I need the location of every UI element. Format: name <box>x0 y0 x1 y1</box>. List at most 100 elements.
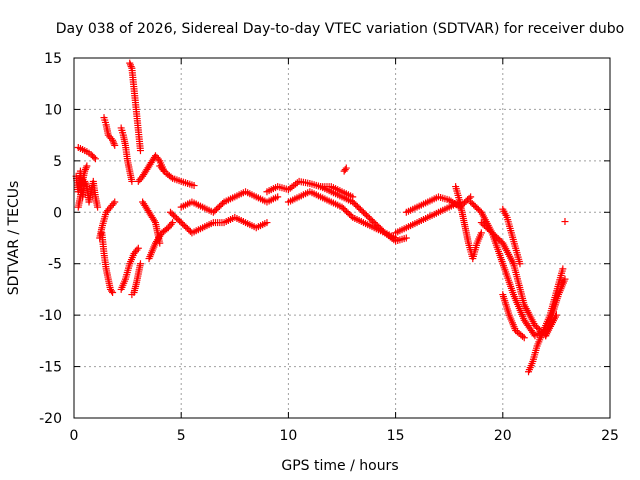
x-tick-label: 20 <box>494 428 512 444</box>
data-point <box>341 166 349 174</box>
data-point <box>369 217 377 225</box>
data-point <box>480 222 488 230</box>
series-s20 <box>340 164 350 175</box>
data-point <box>493 233 501 241</box>
data-point <box>170 211 178 219</box>
series-s9 <box>117 244 142 293</box>
data-point <box>183 224 191 232</box>
data-point <box>361 210 369 218</box>
y-tick-labels: -20 -15 -10 -5 0 5 10 15 <box>39 51 62 427</box>
data-point <box>341 206 349 214</box>
data-point <box>179 220 187 228</box>
data-point <box>479 220 487 228</box>
data-point <box>128 177 136 185</box>
data-point <box>352 201 360 209</box>
axis-ticks <box>73 57 611 419</box>
data-point <box>82 181 90 189</box>
data-point <box>108 287 116 295</box>
series-s27 <box>499 291 528 342</box>
data-point <box>166 208 174 216</box>
data-point <box>177 219 185 227</box>
data-point <box>340 205 348 213</box>
series-s15 <box>166 208 271 237</box>
data-point <box>185 226 193 234</box>
data-point <box>482 223 490 231</box>
series-s30 <box>561 218 569 226</box>
data-point <box>350 199 358 207</box>
y-tick-label: 15 <box>44 51 62 67</box>
data-point <box>81 165 89 173</box>
data-point <box>94 203 102 211</box>
data-point <box>378 226 386 234</box>
data-point <box>109 138 117 146</box>
x-tick-label: 0 <box>70 428 79 444</box>
data-point <box>263 219 271 227</box>
data-point <box>111 141 119 149</box>
data-point <box>483 224 491 232</box>
data-point <box>169 219 177 227</box>
data-point <box>167 220 175 228</box>
data-point <box>488 229 496 237</box>
series-s29 <box>542 275 569 340</box>
data-point <box>358 207 366 215</box>
data-point <box>353 202 361 210</box>
x-tick-label: 25 <box>601 428 619 444</box>
data-point <box>364 213 372 221</box>
data-point <box>532 323 540 331</box>
series-s19 <box>317 183 410 245</box>
series-s4 <box>98 229 117 297</box>
data-point <box>470 201 478 209</box>
x-tick-label: 5 <box>177 428 186 444</box>
series-s25 <box>477 219 560 340</box>
data-point <box>474 205 482 213</box>
data-point <box>473 204 481 212</box>
data-point <box>215 202 223 210</box>
data-point <box>465 194 473 202</box>
series-s21 <box>392 198 464 237</box>
data-point <box>375 223 383 231</box>
data-point <box>402 234 410 242</box>
data-point <box>462 197 470 205</box>
series-s24 <box>467 198 550 340</box>
data-point <box>163 225 171 233</box>
x-axis-label: GPS time / hours <box>281 458 398 474</box>
data-point <box>176 217 184 225</box>
series-s26 <box>499 205 524 268</box>
plot-frame <box>73 57 611 419</box>
data-point <box>494 235 502 243</box>
data-point <box>190 182 198 190</box>
data-point <box>82 164 90 172</box>
series-s3 <box>74 162 91 211</box>
data-point <box>477 219 485 227</box>
data-point <box>109 289 117 297</box>
data-point <box>349 198 357 206</box>
data-point <box>519 332 527 340</box>
data-point <box>182 223 190 231</box>
data-point <box>91 155 99 163</box>
data-point <box>347 212 355 220</box>
y-tick-label: -10 <box>39 308 62 324</box>
data-point <box>468 199 476 207</box>
y-tick-label: 10 <box>44 102 62 118</box>
data-point <box>217 201 225 209</box>
data-point <box>134 244 142 252</box>
data-point <box>561 275 569 283</box>
chart-title: Day 038 of 2026, Sidereal Day-to-day VTE… <box>56 21 624 37</box>
data-point <box>477 229 485 237</box>
data-point <box>487 227 495 235</box>
data-point <box>531 321 539 329</box>
data-point <box>376 224 384 232</box>
data-point <box>109 136 117 144</box>
series-s6 <box>96 198 119 242</box>
data-point <box>485 226 493 234</box>
data-point <box>211 207 219 215</box>
series-s10 <box>128 260 144 299</box>
data-point <box>520 334 528 342</box>
data-point <box>212 205 220 213</box>
series-s5 <box>100 114 119 149</box>
data-points <box>72 59 569 376</box>
data-point <box>209 208 217 216</box>
data-point <box>338 203 346 211</box>
